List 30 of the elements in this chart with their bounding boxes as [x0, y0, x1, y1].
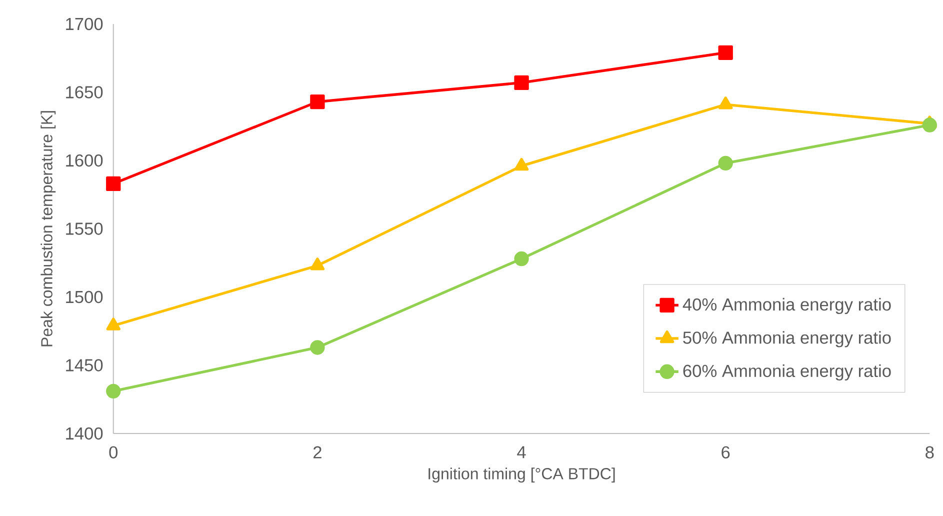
y-tick-label: 1500: [66, 290, 103, 304]
point: [310, 340, 325, 355]
point: [310, 258, 325, 270]
legend-label: 60% Ammonia energy ratio: [683, 364, 891, 380]
point: [106, 318, 120, 330]
legend-label: 50% Ammonia energy ratio: [683, 331, 891, 348]
point: [514, 158, 529, 171]
point: [718, 96, 733, 110]
x-tick-label: 2: [314, 446, 322, 458]
point: [310, 94, 325, 110]
x-axis-title: Ignition timing [°CA BTDC]: [428, 468, 615, 482]
point: [106, 176, 121, 191]
y-tick-label: 1650: [66, 86, 103, 98]
point: [922, 118, 938, 132]
point: [718, 45, 733, 60]
y-tick-label: 1700: [66, 18, 103, 30]
y-tick-label: 1450: [66, 359, 103, 372]
point: [106, 384, 121, 398]
x-tick-label: 8: [926, 446, 934, 458]
y-tick-label: 1400: [66, 427, 103, 440]
x-tick-label: 0: [109, 446, 118, 458]
point: [718, 156, 733, 170]
x-tick-label: 6: [722, 446, 730, 458]
y-axis-title: Peak combustion temperature [K]: [40, 111, 56, 346]
point: [514, 75, 529, 90]
point: [514, 251, 529, 266]
y-tick-label: 1550: [66, 222, 103, 235]
legend-label: 40% Ammonia energy ratio: [682, 298, 891, 314]
y-tick-label: 1600: [66, 154, 103, 167]
x-tick-label: 4: [517, 446, 526, 458]
